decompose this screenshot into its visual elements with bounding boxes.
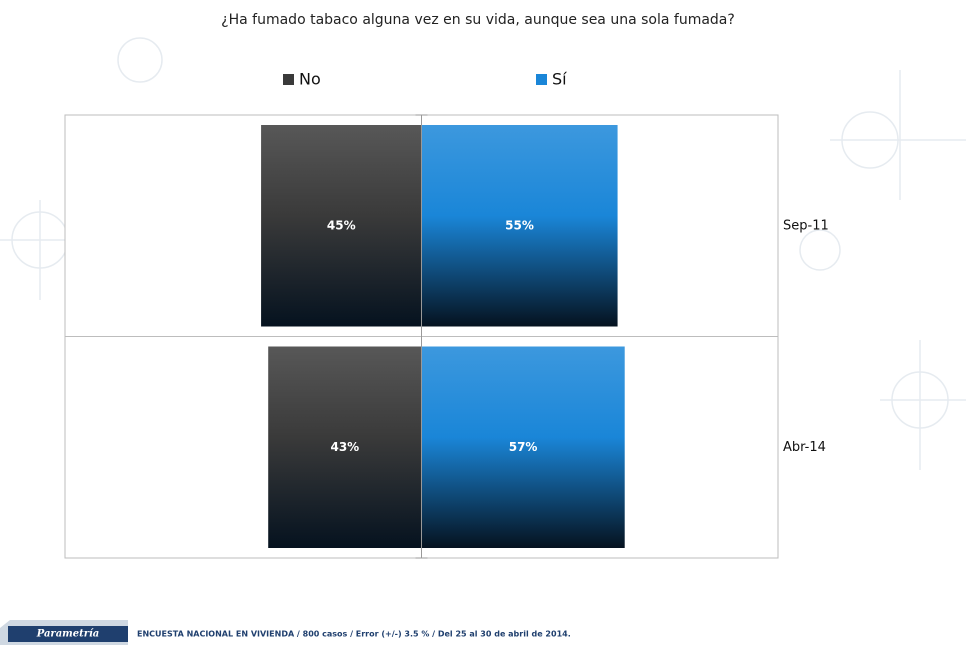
brand: Parametría <box>36 629 100 640</box>
category-label: Sep-11 <box>783 218 829 233</box>
bar <box>261 125 422 327</box>
value-label: 57% <box>509 440 538 454</box>
brand-box <box>8 626 128 642</box>
value-label: 55% <box>505 218 534 232</box>
legend-label: Sí <box>552 70 567 89</box>
category-label: Abr-14 <box>783 440 826 455</box>
bar <box>421 125 618 327</box>
footer-text: ENCUESTA NACIONAL EN VIVIENDA / 800 caso… <box>137 630 571 639</box>
bar <box>268 346 422 548</box>
legend-label: No <box>299 70 321 89</box>
footer: Parametría ENCUESTA NACIONAL EN VIVIENDA… <box>0 620 571 645</box>
legend-swatch <box>536 74 547 85</box>
legend-swatch <box>283 74 294 85</box>
bar <box>421 346 625 548</box>
value-label: 45% <box>327 218 356 232</box>
chart-title: ¿Ha fumado tabaco alguna vez en su vida,… <box>221 12 735 28</box>
value-label: 43% <box>330 440 359 454</box>
background-watermark <box>0 37 966 470</box>
